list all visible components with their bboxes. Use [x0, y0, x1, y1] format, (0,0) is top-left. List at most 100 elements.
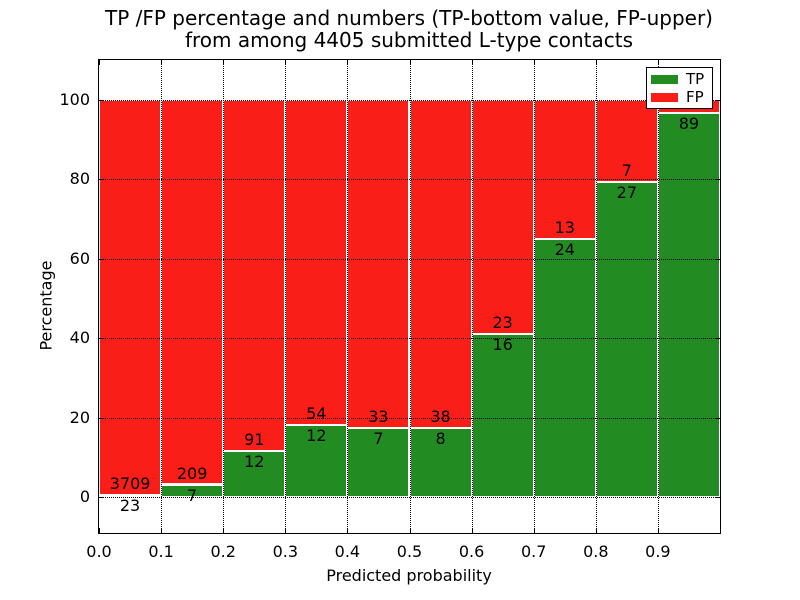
x-tick-label: 0.0: [86, 542, 112, 561]
x-tick-bottom: [657, 528, 659, 533]
legend-swatch-fp: [651, 92, 678, 102]
y-tick-left: [99, 417, 104, 419]
x-tick-top: [99, 60, 100, 65]
fp-count-label: 209: [176, 463, 208, 483]
bar-tp-segment: [347, 427, 410, 498]
x-tick-bottom: [595, 528, 597, 533]
gridline-vertical: [223, 60, 225, 533]
tp-count-label: 7: [187, 485, 198, 505]
y-tick-label: 80: [69, 169, 90, 189]
y-tick-right: [715, 258, 720, 260]
bar-fp-segment: [161, 99, 224, 485]
y-tick-left: [99, 338, 104, 340]
legend-label-tp: TP: [686, 69, 705, 88]
x-tick-top: [409, 60, 411, 65]
fp-count-label: 38: [430, 407, 451, 427]
x-tick-label: 0.6: [458, 542, 485, 561]
x-tick-bottom: [409, 528, 411, 533]
gridline-vertical: [161, 60, 163, 533]
chart-title-line2: from among 4405 submitted L-type contact…: [184, 28, 634, 52]
x-tick-bottom: [99, 528, 100, 533]
bar-fp-segment: [533, 99, 596, 240]
x-tick-bottom: [471, 528, 473, 533]
fp-count-label: 3709: [109, 473, 151, 493]
bar-tp-segment: [533, 239, 596, 498]
y-tick-label: 40: [69, 328, 90, 348]
x-tick-label: 0.7: [520, 542, 547, 561]
gridline-vertical: [471, 60, 473, 533]
x-tick-label: 0.9: [645, 542, 671, 561]
legend-entry-fp: FP: [651, 87, 708, 106]
fp-count-label: 13: [554, 218, 575, 238]
y-tick-right: [715, 497, 720, 499]
tp-count-label: 89: [678, 113, 700, 133]
bar-tp-segment: [657, 112, 720, 498]
bar-fp-segment: [409, 99, 472, 429]
y-tick-label: 0: [79, 487, 90, 507]
x-tick-top: [161, 60, 163, 65]
x-tick-top: [471, 60, 473, 65]
tp-count-label: 12: [306, 425, 327, 445]
chart-title-line1: TP /FP percentage and numbers (TP-bottom…: [105, 6, 713, 30]
bar-fp-segment: [595, 99, 658, 182]
x-tick-top: [657, 60, 659, 65]
y-tick-left: [99, 99, 104, 101]
bar-tp-segment: [285, 424, 348, 498]
x-tick-bottom: [161, 528, 163, 533]
bar-tp-segment: [595, 181, 658, 498]
bar-tp-segment: [409, 428, 472, 498]
y-tick-label: 20: [69, 407, 90, 427]
gridline-vertical: [595, 60, 597, 533]
gridline-vertical: [533, 60, 535, 533]
fp-count-label: 23: [492, 313, 513, 333]
bar-fp-segment: [471, 99, 534, 335]
plot-area: 3709 23 209 7 91 12 54 12 33 7 38 8 23 16 13 24 7 27 89: [98, 59, 721, 534]
tp-count-label: 12: [244, 451, 265, 471]
x-tick-label: 0.5: [396, 542, 423, 561]
legend-entry-tp: TP: [651, 69, 708, 88]
tp-count-label: 23: [119, 495, 141, 515]
legend-swatch-tp: [651, 74, 678, 84]
gridline-vertical: [285, 60, 287, 533]
y-tick-left: [99, 179, 104, 181]
bar-fp-segment: [347, 99, 410, 428]
legend: TP FP: [646, 67, 713, 109]
x-tick-top: [533, 60, 535, 65]
x-tick-label: 0.3: [272, 542, 299, 561]
tp-count-label: 16: [492, 335, 513, 355]
gridline-vertical: [657, 60, 659, 533]
chart-title: TP /FP percentage and numbers (TP-bottom…: [18, 7, 800, 51]
y-tick-right: [715, 179, 720, 181]
x-tick-bottom: [347, 528, 349, 533]
x-tick-bottom: [533, 528, 535, 533]
x-tick-top: [347, 60, 349, 65]
legend-label-fp: FP: [686, 87, 704, 106]
y-tick-right: [715, 338, 720, 340]
y-axis-label: Percentage: [36, 260, 56, 351]
x-tick-label: 0.2: [210, 542, 236, 561]
fp-count-label: 33: [368, 406, 389, 426]
x-axis-label: Predicted probability: [326, 566, 492, 585]
bar-fp-segment: [99, 99, 162, 495]
x-tick-bottom: [285, 528, 287, 533]
bar-fp-segment: [223, 99, 286, 451]
tp-count-label: 24: [554, 240, 575, 260]
y-tick-label: 60: [69, 248, 90, 268]
bar-tp-segment: [471, 334, 534, 498]
tp-count-label: 27: [616, 182, 638, 202]
x-tick-top: [223, 60, 225, 65]
y-tick-label: 100: [59, 89, 90, 109]
tp-count-label: 7: [373, 428, 384, 448]
x-tick-bottom: [223, 528, 225, 533]
gridline-vertical: [347, 60, 349, 533]
tp-count-label: 8: [435, 429, 446, 449]
y-tick-left: [99, 497, 104, 499]
fp-count-label: 91: [244, 429, 265, 449]
fp-count-label: 7: [621, 160, 632, 180]
bar-tp-segment: [99, 494, 162, 498]
bar-fp-segment: [285, 99, 348, 425]
x-tick-label: 0.1: [148, 542, 174, 561]
x-tick-label: 0.4: [334, 542, 361, 561]
y-tick-right: [715, 99, 720, 101]
